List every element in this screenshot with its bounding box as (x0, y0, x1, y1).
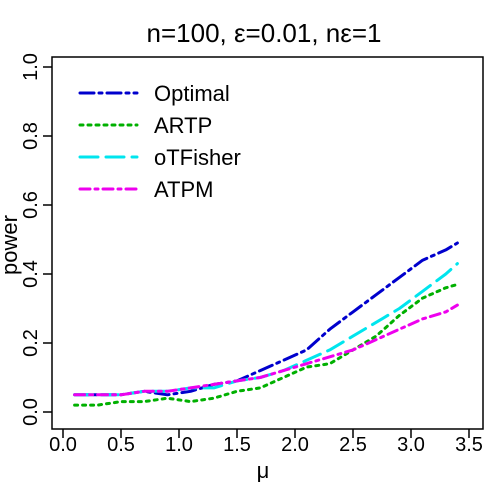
y-tick-label: 0.8 (20, 122, 42, 150)
x-tick-label: 1.5 (223, 434, 251, 456)
legend-label-optimal: Optimal (154, 81, 230, 106)
y-axis-label: power (0, 215, 22, 275)
x-axis-label: μ (257, 458, 270, 483)
y-tick-label: 0.2 (20, 329, 42, 357)
x-tick-label: 2.0 (281, 434, 309, 456)
y-tick-label: 1.0 (20, 53, 42, 81)
x-tick-label: 1.0 (165, 434, 193, 456)
y-tick-label: 0.6 (20, 191, 42, 219)
legend-label-otfisher: oTFisher (154, 145, 241, 170)
plot-frame (51, 56, 484, 430)
chart-title: n=100, ε=0.01, nε=1 (147, 18, 382, 48)
series-line-atpm (73, 303, 459, 397)
x-tick-label: 2.5 (339, 434, 367, 456)
y-tick-label: 0.4 (20, 260, 42, 288)
series-line-artp (73, 282, 459, 407)
y-tick-label: 0.0 (20, 398, 42, 426)
x-tick-label: 3.0 (397, 434, 425, 456)
legend-label-artp: ARTP (154, 113, 212, 138)
y-axis: 0.0 0.2 0.4 0.6 0.8 1.0 (20, 53, 52, 426)
legend-label-atpm: ATPM (154, 177, 213, 202)
x-tick-label: 0.0 (49, 434, 77, 456)
series-layer (73, 241, 459, 407)
x-tick-label: 0.5 (107, 434, 135, 456)
x-axis: 0.0 0.5 1.0 1.5 2.0 2.5 3.0 3.5 (49, 429, 483, 456)
x-tick-label: 3.5 (455, 434, 483, 456)
legend: Optimal ARTP oTFisher ATPM (78, 81, 241, 202)
